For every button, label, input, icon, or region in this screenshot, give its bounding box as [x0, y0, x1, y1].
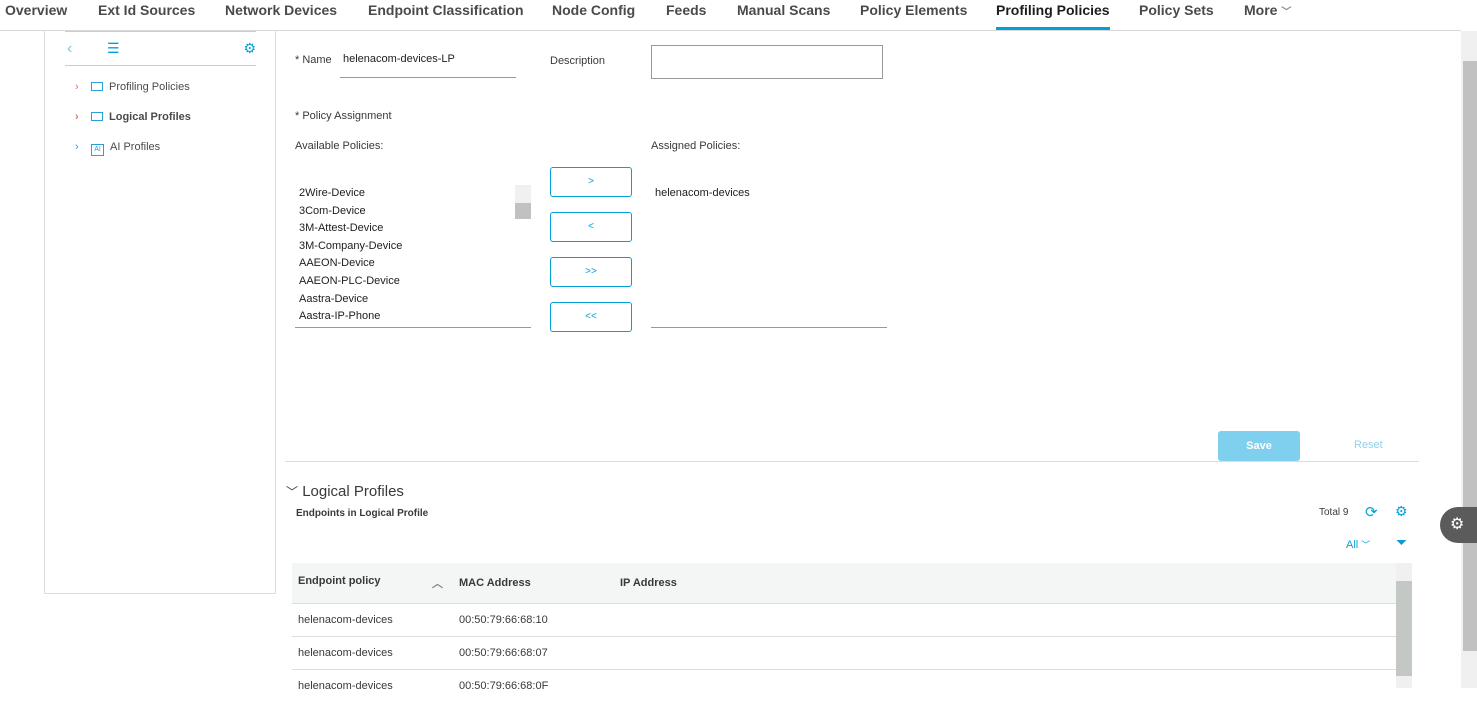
collapse-icon[interactable]: ‹	[67, 40, 73, 57]
add-button[interactable]: >	[550, 167, 632, 197]
list-item[interactable]: AAEON-Device	[299, 257, 375, 270]
endpoints-table: Endpoint policy ︿ MAC Address IP Address …	[292, 563, 1396, 702]
tree-view-icon[interactable]: ☰	[107, 40, 120, 56]
chevron-right-icon: ›	[75, 81, 79, 93]
save-button[interactable]: Save	[1218, 431, 1300, 461]
section-subtitle: Endpoints in Logical Profile	[296, 508, 429, 519]
list-item[interactable]: helenacom-devices	[655, 187, 750, 199]
list-item[interactable]: 3Com-Device	[299, 204, 366, 217]
tab-overview[interactable]: Overview	[5, 2, 68, 18]
table-scrollbar[interactable]	[1396, 563, 1412, 688]
table-row[interactable]: helenacom-devices 00:50:79:66:68:0F	[292, 668, 1396, 702]
tab-endpoint-classification[interactable]: Endpoint Classification	[368, 2, 524, 18]
remove-button[interactable]: <	[550, 212, 632, 242]
list-item[interactable]: 3M-Company-Device	[299, 239, 403, 252]
table-header: Endpoint policy ︿ MAC Address IP Address	[292, 563, 1396, 603]
item-label: Logical Profiles	[109, 111, 191, 123]
cell-ip	[614, 668, 1396, 702]
list-scrollbar[interactable]	[515, 185, 531, 219]
tab-ext-id-sources[interactable]: Ext Id Sources	[98, 2, 196, 18]
column-endpoint-policy[interactable]: Endpoint policy ︿	[292, 563, 453, 603]
description-label: Description	[550, 55, 606, 67]
table-row[interactable]: helenacom-devices 00:50:79:66:68:10	[292, 602, 1396, 636]
list-item[interactable]: Aastra-IP-Phone	[299, 310, 381, 323]
section-title: Logical Profiles	[302, 483, 404, 500]
sidebar-item-profiling-policies[interactable]: › Profiling Policies	[75, 81, 190, 93]
policy-assignment-label: * Policy Assignment	[295, 110, 392, 122]
chevron-right-icon: ›	[75, 141, 79, 153]
sidebar-toolbar: ‹ ☰ ⚙	[65, 31, 256, 66]
available-policies-label: Available Policies:	[295, 140, 384, 152]
tab-profiling-policies[interactable]: Profiling Policies	[996, 0, 1110, 30]
table-row[interactable]: helenacom-devices 00:50:79:66:68:07	[292, 635, 1396, 669]
cell-policy: helenacom-devices	[292, 602, 453, 636]
top-nav: Overview Ext Id Sources Network Devices …	[0, 0, 1461, 31]
sidebar-item-ai-profiles[interactable]: › AI AI Profiles	[75, 141, 160, 156]
cell-policy: helenacom-devices	[292, 668, 453, 702]
cell-ip	[614, 602, 1396, 636]
header-label: Endpoint policy	[298, 574, 381, 587]
filter-dropdown[interactable]: All ﹀	[1346, 538, 1370, 551]
total-count: Total 9	[1319, 507, 1349, 518]
description-textarea[interactable]	[651, 45, 883, 79]
tab-network-devices[interactable]: Network Devices	[225, 2, 338, 18]
tab-policy-elements[interactable]: Policy Elements	[860, 2, 968, 18]
available-policies-list[interactable]: 2Wire-Device 3Com-Device 3M-Attest-Devic…	[295, 185, 531, 328]
list-scrollbar[interactable]	[871, 185, 887, 203]
tab-feeds[interactable]: Feeds	[666, 2, 707, 18]
column-mac-address[interactable]: MAC Address	[453, 563, 614, 603]
ai-icon: AI	[91, 144, 104, 156]
list-item[interactable]: 2Wire-Device	[299, 187, 366, 199]
filter-value: All	[1346, 539, 1359, 551]
name-label: * Name	[295, 54, 332, 66]
reset-button[interactable]: Reset	[1354, 439, 1383, 451]
tab-more[interactable]: More ﹀	[1244, 0, 1291, 30]
tab-node-config[interactable]: Node Config	[552, 2, 636, 18]
cell-mac: 00:50:79:66:68:10	[453, 602, 614, 636]
assigned-policies-label: Assigned Policies:	[651, 140, 741, 152]
folder-icon	[91, 82, 103, 91]
list-item[interactable]: AAEON-PLC-Device	[299, 274, 400, 287]
cell-mac: 00:50:79:66:68:07	[453, 635, 614, 669]
logical-profiles-section-toggle[interactable]: ﹀ Logical Profiles	[286, 483, 404, 500]
tab-manual-scans[interactable]: Manual Scans	[737, 2, 831, 18]
cell-policy: helenacom-devices	[292, 635, 453, 669]
page-scrollbar[interactable]	[1461, 31, 1477, 688]
divider	[285, 461, 1419, 462]
sidebar: ‹ ☰ ⚙ › Profiling Policies › Logical Profi…	[44, 31, 276, 594]
chevron-right-icon: ›	[75, 111, 79, 123]
gear-icon[interactable]: ⚙	[243, 40, 256, 56]
chevron-down-icon: ﹀	[1281, 7, 1292, 18]
settings-gear-icon[interactable]: ⚙	[1395, 503, 1408, 519]
cell-ip	[614, 635, 1396, 669]
tab-policy-sets[interactable]: Policy Sets	[1139, 2, 1214, 18]
remove-all-button[interactable]: <<	[550, 302, 632, 332]
add-all-button[interactable]: >>	[550, 257, 632, 287]
folder-icon	[91, 112, 103, 121]
floating-settings-icon[interactable]: ⚙	[1440, 507, 1477, 543]
column-ip-address[interactable]: IP Address	[614, 563, 1396, 603]
item-label: Profiling Policies	[109, 81, 190, 93]
list-item[interactable]: Aastra-Device	[299, 292, 369, 305]
chevron-down-icon: ﹀	[286, 485, 299, 499]
cell-mac: 00:50:79:66:68:0F	[453, 668, 614, 702]
sidebar-item-logical-profiles[interactable]: › Logical Profiles	[75, 111, 191, 123]
filter-icon[interactable]: ⏷	[1396, 534, 1408, 550]
refresh-icon[interactable]: ⟳	[1365, 504, 1378, 521]
chevron-down-icon: ﹀	[1361, 540, 1371, 550]
assigned-policies-list[interactable]: helenacom-devices	[651, 185, 887, 328]
list-item[interactable]: 3M-Attest-Device	[299, 222, 384, 235]
name-input[interactable]: helenacom-devices-LP	[340, 46, 516, 78]
more-label: More	[1244, 2, 1278, 18]
sort-asc-icon[interactable]: ︿	[432, 577, 443, 590]
item-label: AI Profiles	[110, 141, 161, 153]
